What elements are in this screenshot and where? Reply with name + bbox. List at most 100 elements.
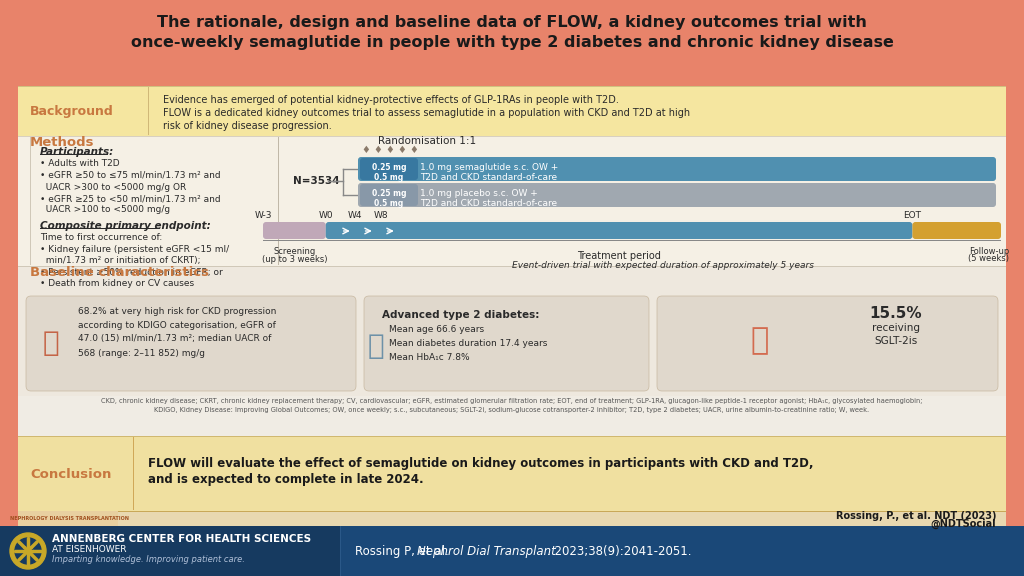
Text: ♦: ♦ (374, 145, 382, 155)
FancyBboxPatch shape (40, 154, 108, 155)
FancyBboxPatch shape (18, 86, 1006, 87)
Text: Composite primary endpoint:: Composite primary endpoint: (40, 221, 211, 231)
Circle shape (10, 533, 46, 569)
Text: Randomisation 1:1: Randomisation 1:1 (378, 136, 476, 146)
Text: 1.0 mg semaglutide s.c. OW +: 1.0 mg semaglutide s.c. OW + (420, 162, 558, 172)
Text: min/1.73 m² or initiation of CKRT);: min/1.73 m² or initiation of CKRT); (40, 256, 201, 266)
Text: CKD, chronic kidney disease; CKRT, chronic kidney replacement therapy; CV, cardi: CKD, chronic kidney disease; CKRT, chron… (101, 398, 923, 404)
FancyBboxPatch shape (40, 228, 160, 229)
Text: risk of kidney disease progression.: risk of kidney disease progression. (163, 121, 332, 131)
Text: Conclusion: Conclusion (30, 468, 112, 480)
Text: Advanced type 2 diabetes:: Advanced type 2 diabetes: (382, 310, 540, 320)
Text: ANNENBERG CENTER FOR HEALTH SCIENCES: ANNENBERG CENTER FOR HEALTH SCIENCES (52, 534, 311, 544)
Text: EOT: EOT (903, 211, 922, 221)
FancyBboxPatch shape (364, 296, 649, 391)
FancyBboxPatch shape (18, 136, 1006, 266)
FancyBboxPatch shape (18, 266, 1006, 436)
Text: T2D and CKD standard-of-care: T2D and CKD standard-of-care (420, 172, 557, 181)
Text: NEPHROLOGY DIALYSIS TRANSPLANTATION: NEPHROLOGY DIALYSIS TRANSPLANTATION (10, 517, 129, 521)
Text: ♦: ♦ (361, 145, 371, 155)
Text: ♦: ♦ (410, 145, 419, 155)
Text: Event-driven trial with expected duration of approximately 5 years: Event-driven trial with expected duratio… (512, 262, 814, 271)
Text: Mean HbA₁c 7.8%: Mean HbA₁c 7.8% (389, 353, 470, 362)
Text: Baseline characteristics: Baseline characteristics (30, 266, 209, 279)
Text: 0.5 mg: 0.5 mg (375, 199, 403, 207)
Text: 47.0 (15) ml/min/1.73 m²; median UACR of: 47.0 (15) ml/min/1.73 m²; median UACR of (78, 335, 271, 343)
Text: ♦: ♦ (397, 145, 407, 155)
Text: • eGFR ≥25 to <50 ml/min/1.73 m² and: • eGFR ≥25 to <50 ml/min/1.73 m² and (40, 194, 220, 203)
Text: 0.25 mg: 0.25 mg (372, 190, 407, 199)
FancyBboxPatch shape (18, 136, 1006, 137)
Text: T2D and CKD standard-of-care: T2D and CKD standard-of-care (420, 199, 557, 207)
FancyBboxPatch shape (18, 511, 118, 526)
Text: . 2023;38(9):2041-2051.: . 2023;38(9):2041-2051. (547, 544, 691, 558)
Text: UACR >300 to <5000 mg/g OR: UACR >300 to <5000 mg/g OR (40, 183, 186, 191)
FancyBboxPatch shape (18, 396, 1006, 436)
FancyBboxPatch shape (0, 526, 1024, 576)
Text: Mean age 66.6 years: Mean age 66.6 years (389, 324, 484, 334)
Text: • Persistent ≥50% reduction in eGFR; or: • Persistent ≥50% reduction in eGFR; or (40, 268, 223, 277)
Text: FLOW will evaluate the effect of semaglutide on kidney outcomes in participants : FLOW will evaluate the effect of semaglu… (148, 457, 813, 471)
FancyBboxPatch shape (0, 526, 340, 576)
Circle shape (15, 538, 41, 564)
Text: Methods: Methods (30, 135, 94, 149)
Text: • Death from kidney or CV causes: • Death from kidney or CV causes (40, 279, 195, 289)
FancyBboxPatch shape (360, 158, 418, 180)
Text: Time to first occurrence of:: Time to first occurrence of: (40, 233, 162, 242)
Text: and is expected to complete in late 2024.: and is expected to complete in late 2024… (148, 473, 424, 487)
FancyBboxPatch shape (18, 511, 1006, 512)
Text: once-weekly semaglutide in people with type 2 diabetes and chronic kidney diseas: once-weekly semaglutide in people with t… (131, 36, 893, 51)
FancyBboxPatch shape (18, 266, 1006, 267)
Text: UACR >100 to <5000 mg/g: UACR >100 to <5000 mg/g (40, 206, 170, 214)
Text: 0.25 mg: 0.25 mg (372, 164, 407, 172)
Text: Screening: Screening (273, 247, 315, 256)
Text: Treatment period: Treatment period (578, 251, 662, 261)
Text: Rossing, P., et al. NDT (2023): Rossing, P., et al. NDT (2023) (836, 511, 996, 521)
Text: W-3: W-3 (254, 211, 271, 221)
Text: 568 (range: 2–11 852) mg/g: 568 (range: 2–11 852) mg/g (78, 348, 205, 358)
Text: KDIGO, Kidney Disease: Improving Global Outcomes; OW, once weekly; s.c., subcuta: KDIGO, Kidney Disease: Improving Global … (155, 407, 869, 413)
Text: SGLT-2is: SGLT-2is (874, 336, 918, 346)
FancyBboxPatch shape (18, 86, 1006, 526)
Text: according to KDIGO categorisation, eGFR of: according to KDIGO categorisation, eGFR … (78, 320, 275, 329)
FancyBboxPatch shape (0, 0, 1024, 86)
Text: 💉: 💉 (368, 332, 384, 360)
Text: (up to 3 weeks): (up to 3 weeks) (261, 255, 327, 263)
Text: Rossing P, et al.: Rossing P, et al. (355, 544, 453, 558)
FancyBboxPatch shape (18, 436, 1006, 511)
Text: AT EISENHOWER: AT EISENHOWER (52, 544, 127, 554)
Text: 68.2% at very high risk for CKD progression: 68.2% at very high risk for CKD progress… (78, 306, 276, 316)
Text: Follow-up: Follow-up (969, 247, 1009, 256)
Text: Nephrol Dial Transplant: Nephrol Dial Transplant (417, 544, 556, 558)
FancyBboxPatch shape (18, 511, 1006, 526)
Text: (5 weeks): (5 weeks) (969, 255, 1010, 263)
FancyBboxPatch shape (263, 222, 326, 239)
Text: 🦫: 🦫 (43, 329, 59, 357)
Text: 💊: 💊 (751, 327, 768, 355)
Text: N=3534: N=3534 (293, 176, 340, 186)
Text: Mean diabetes duration 17.4 years: Mean diabetes duration 17.4 years (389, 339, 548, 347)
FancyBboxPatch shape (326, 222, 912, 239)
Text: Imparting knowledge. Improving patient care.: Imparting knowledge. Improving patient c… (52, 555, 245, 564)
Text: Evidence has emerged of potential kidney-protective effects of GLP-1RAs in peopl: Evidence has emerged of potential kidney… (163, 95, 618, 105)
Text: 15.5%: 15.5% (869, 305, 922, 320)
FancyBboxPatch shape (18, 436, 1006, 437)
Text: The rationale, design and baseline data of FLOW, a kidney outcomes trial with: The rationale, design and baseline data … (157, 14, 867, 29)
FancyBboxPatch shape (358, 157, 996, 181)
Text: • eGFR ≥50 to ≤75 ml/min/1.73 m² and: • eGFR ≥50 to ≤75 ml/min/1.73 m² and (40, 171, 220, 180)
FancyBboxPatch shape (18, 86, 1006, 136)
Text: • Adults with T2D: • Adults with T2D (40, 160, 120, 169)
Text: receiving: receiving (871, 323, 920, 333)
Text: W4: W4 (348, 211, 362, 221)
Text: 1.0 mg placebo s.c. OW +: 1.0 mg placebo s.c. OW + (420, 188, 538, 198)
Text: W0: W0 (318, 211, 333, 221)
Text: • Kidney failure (persistent eGFR <15 ml/: • Kidney failure (persistent eGFR <15 ml… (40, 245, 229, 254)
Text: Participants:: Participants: (40, 147, 115, 157)
Text: 0.5 mg: 0.5 mg (375, 172, 403, 181)
FancyBboxPatch shape (657, 296, 998, 391)
FancyBboxPatch shape (912, 222, 1001, 239)
Text: Background: Background (30, 104, 114, 118)
FancyBboxPatch shape (26, 296, 356, 391)
FancyBboxPatch shape (263, 240, 1001, 241)
FancyBboxPatch shape (358, 183, 996, 207)
